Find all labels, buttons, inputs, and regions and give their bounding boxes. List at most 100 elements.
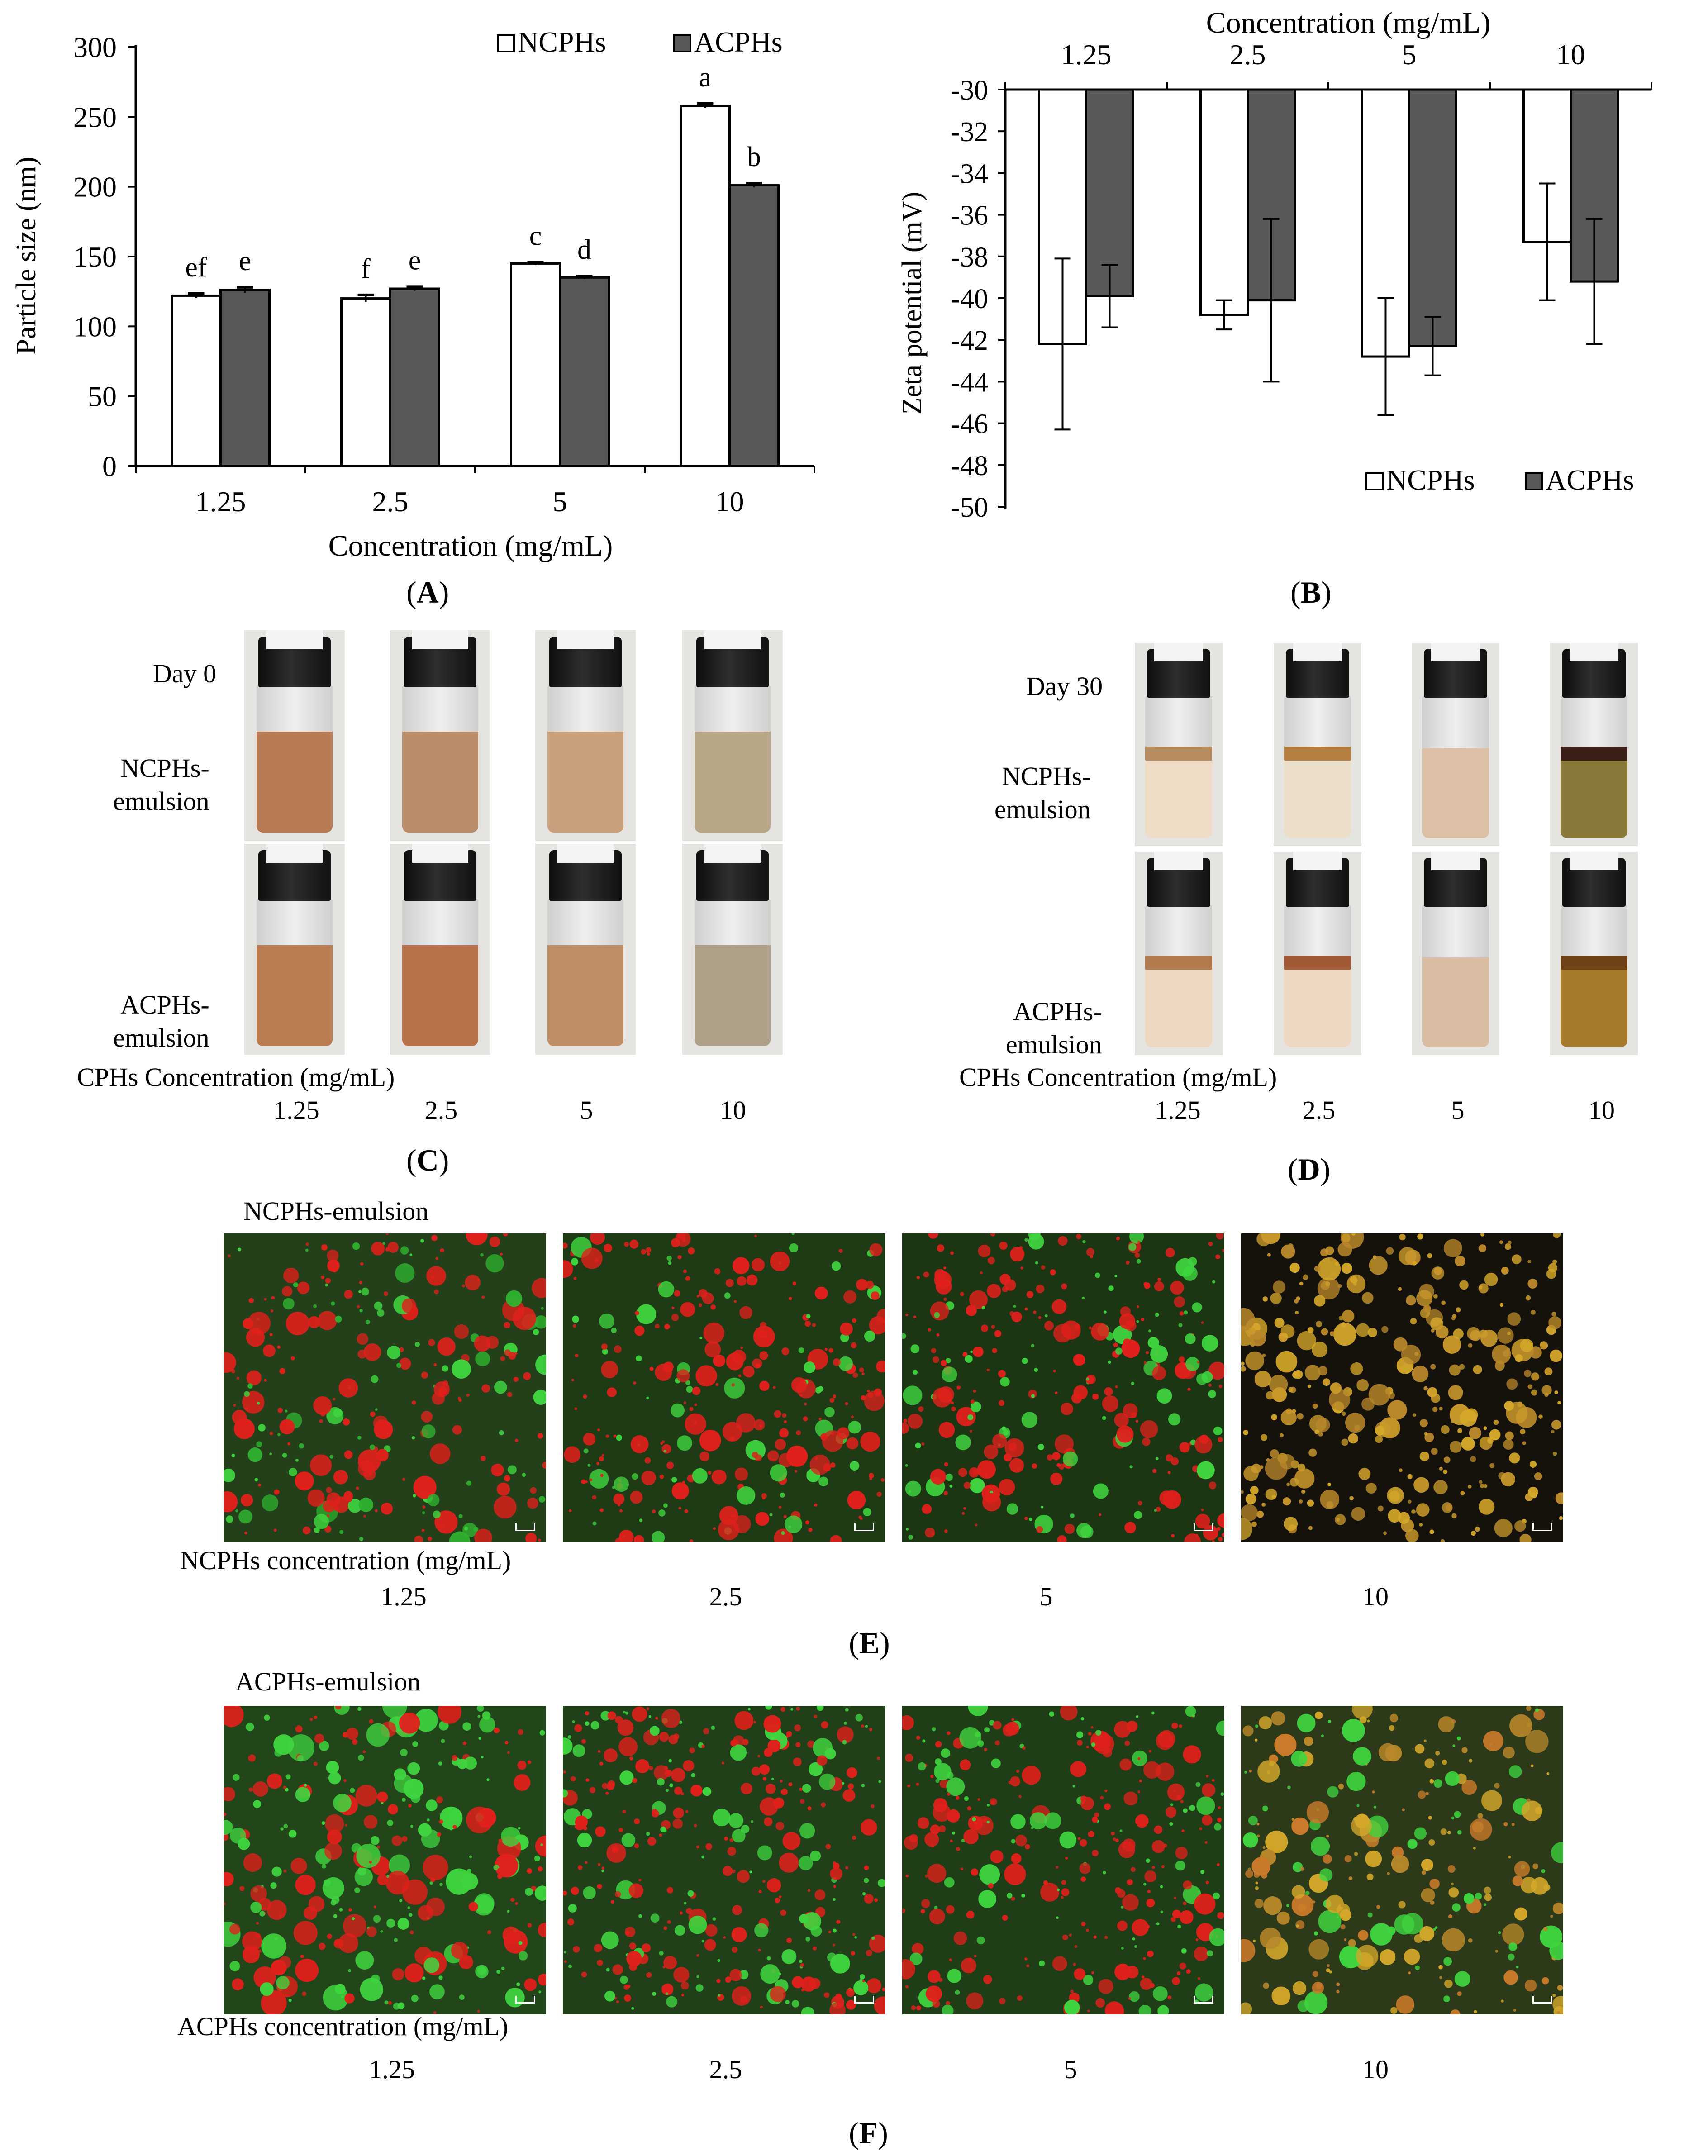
droplet [475, 1351, 490, 1366]
droplet [871, 1936, 875, 1940]
droplet [283, 1869, 287, 1873]
droplet [1448, 1385, 1463, 1400]
droplet [1093, 1935, 1097, 1939]
droplet [1050, 1473, 1063, 1485]
droplet [508, 1465, 517, 1475]
droplet [634, 1818, 640, 1825]
droplet [617, 1719, 634, 1736]
droplet [1407, 1839, 1418, 1849]
droplet [1167, 1995, 1172, 2000]
day0-vial-photo [244, 844, 345, 1055]
droplet [690, 1785, 703, 1797]
droplet [1071, 1393, 1082, 1404]
droplet [452, 1425, 462, 1435]
droplet [1428, 1816, 1432, 1820]
droplet [497, 1867, 502, 1873]
droplet [984, 1727, 990, 1733]
droplet [1389, 1725, 1395, 1731]
droplet [778, 1505, 782, 1509]
droplet [1011, 1718, 1014, 1721]
droplet [622, 1809, 626, 1814]
droplet [1144, 1870, 1156, 1883]
droplet [1423, 1739, 1427, 1742]
droplet [319, 1741, 329, 1751]
droplet [652, 1509, 656, 1513]
droplet [1544, 1367, 1553, 1376]
droplet [1169, 1822, 1173, 1826]
droplet [1467, 1327, 1480, 1341]
droplet [1327, 1482, 1332, 1486]
droplet [730, 1740, 737, 1747]
droplet [925, 1528, 935, 1538]
droplet [673, 1967, 690, 1983]
droplet [314, 1514, 329, 1529]
droplet [668, 1261, 672, 1265]
droplet [1508, 1856, 1511, 1859]
droplet [757, 1845, 772, 1861]
droplet [701, 1855, 704, 1859]
droplet [780, 1780, 783, 1783]
y-tick-label: 250 [73, 101, 117, 133]
bar-ncphs [680, 105, 731, 467]
droplet [737, 1870, 750, 1883]
droplet [1369, 1256, 1388, 1275]
droplet [661, 1983, 674, 1995]
droplet [1180, 1799, 1184, 1803]
droplet [907, 1784, 911, 1788]
droplet [1429, 1879, 1440, 1889]
droplet [1451, 1513, 1457, 1518]
droplet [747, 1708, 751, 1711]
droplet [1529, 1346, 1542, 1359]
droplet [1205, 1880, 1209, 1885]
droplet [1514, 1861, 1530, 1877]
droplet [571, 1258, 579, 1266]
droplet [832, 1943, 835, 1947]
droplet [908, 1534, 913, 1540]
droplet [1527, 1260, 1532, 1264]
droplet [1092, 1393, 1099, 1400]
droplet [1179, 1724, 1182, 1728]
droplet [1201, 1321, 1204, 1324]
droplet [1143, 1282, 1148, 1286]
droplet [1312, 1403, 1318, 1409]
vial-cream-layer [1145, 955, 1212, 970]
droplet [537, 1433, 543, 1439]
droplet [1503, 1439, 1514, 1450]
droplet [601, 1866, 605, 1870]
droplet [1280, 1409, 1297, 1426]
droplet [481, 1456, 486, 1461]
droplet [648, 1766, 653, 1770]
droplet [942, 1366, 957, 1383]
droplet [1411, 1509, 1416, 1514]
bar-acphs [559, 276, 610, 467]
droplet [400, 1246, 409, 1255]
day0-vial-photo [390, 630, 490, 841]
droplet [661, 1444, 671, 1454]
droplet [1250, 1486, 1259, 1494]
droplet [920, 1909, 925, 1914]
droplet [633, 1535, 644, 1542]
droplet [999, 1998, 1006, 2004]
droplet [386, 1918, 395, 1928]
droplet [646, 1396, 649, 1399]
droplet [1079, 1862, 1091, 1874]
droplet [1241, 1366, 1246, 1372]
droplet [943, 1491, 948, 1495]
droplet [674, 1290, 680, 1297]
droplet [327, 1249, 339, 1261]
droplet [1484, 1894, 1492, 1901]
droplet [1314, 1429, 1319, 1434]
droplet [1025, 1844, 1030, 1850]
droplet [387, 1820, 394, 1826]
droplet [610, 1900, 614, 1904]
droplet [522, 1473, 526, 1477]
droplet [820, 1433, 828, 1441]
droplet [1419, 1451, 1430, 1461]
droplet [1316, 1321, 1322, 1328]
droplet [789, 1297, 792, 1300]
day0-vial-photo [244, 630, 345, 841]
droplet [782, 1832, 800, 1850]
droplet [433, 2011, 437, 2014]
droplet [956, 1385, 961, 1390]
droplet [846, 1437, 859, 1450]
